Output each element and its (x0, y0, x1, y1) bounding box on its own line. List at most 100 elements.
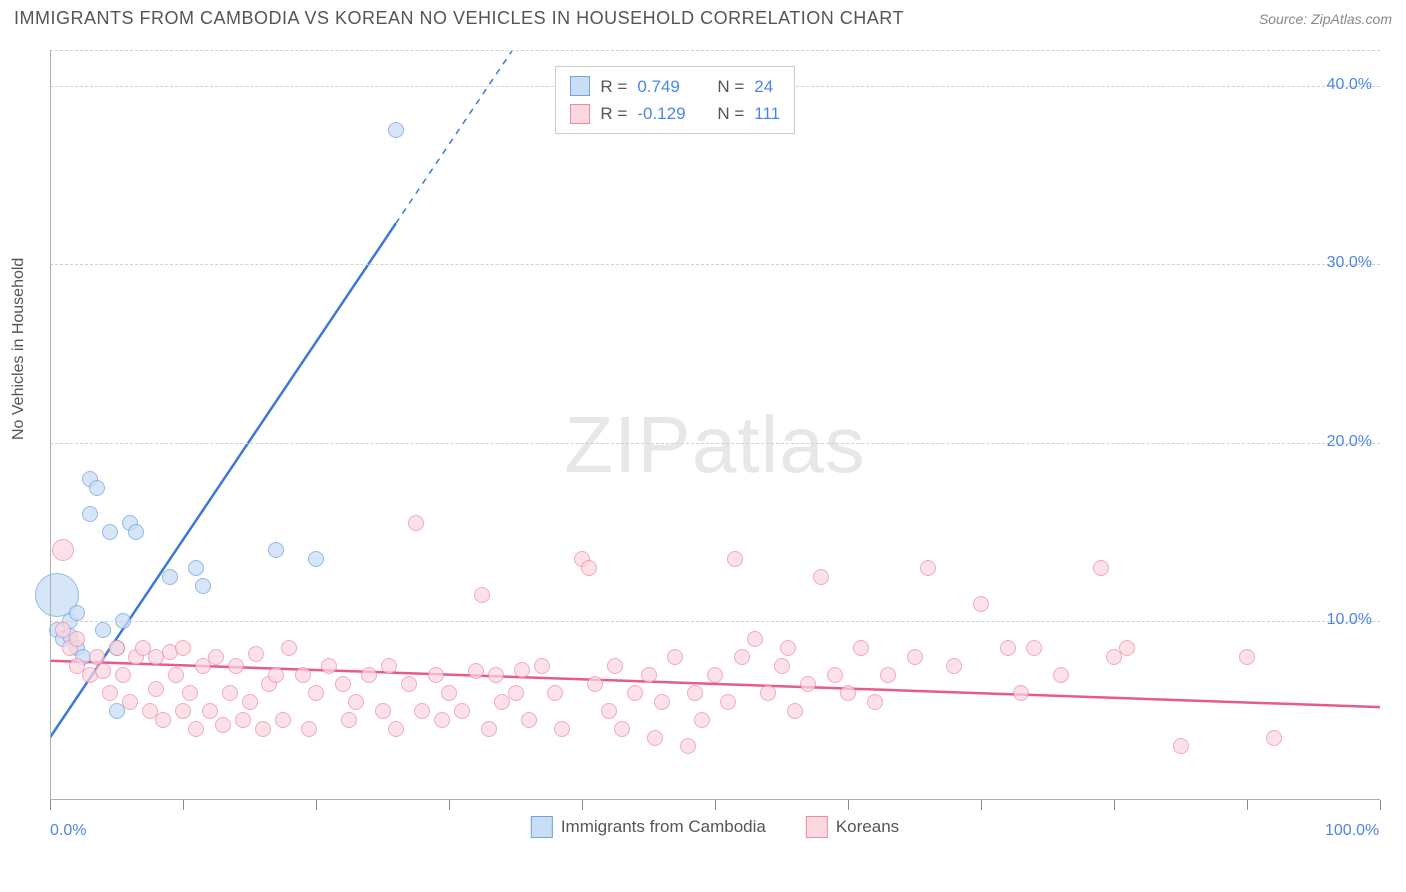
data-point (188, 721, 204, 737)
data-point (308, 551, 324, 567)
data-point (647, 730, 663, 746)
data-point (255, 721, 271, 737)
x-tick (981, 800, 982, 810)
data-point (335, 676, 351, 692)
stats-n-value: 111 (754, 100, 780, 127)
data-point (281, 640, 297, 656)
data-point (89, 480, 105, 496)
data-point (1239, 649, 1255, 665)
stats-r-value: -0.129 (637, 100, 707, 127)
legend-label-cambodia: Immigrants from Cambodia (561, 817, 766, 837)
legend-swatch-cambodia (531, 816, 553, 838)
data-point (69, 631, 85, 647)
stats-n-label: N = (717, 73, 744, 100)
data-point (946, 658, 962, 674)
stats-r-label: R = (600, 100, 627, 127)
data-point (414, 703, 430, 719)
x-tick (1247, 800, 1248, 810)
data-point (614, 721, 630, 737)
data-point (1093, 560, 1109, 576)
data-point (534, 658, 550, 674)
stats-r-label: R = (600, 73, 627, 100)
data-point (321, 658, 337, 674)
y-tick-label: 10.0% (1327, 611, 1372, 629)
chart-area: ZIPatlas R =0.749N =24R =-0.129N =111 Im… (50, 50, 1380, 840)
stats-swatch (570, 76, 590, 96)
x-tick (183, 800, 184, 810)
gridline (50, 443, 1380, 444)
chart-source: Source: ZipAtlas.com (1259, 11, 1392, 27)
data-point (654, 694, 670, 710)
data-point (481, 721, 497, 737)
data-point (175, 640, 191, 656)
data-point (867, 694, 883, 710)
data-point (301, 721, 317, 737)
y-axis-label: No Vehicles in Household (10, 258, 28, 440)
data-point (188, 560, 204, 576)
data-point (853, 640, 869, 656)
legend: Immigrants from Cambodia Koreans (531, 816, 899, 838)
data-point (607, 658, 623, 674)
x-tick (582, 800, 583, 810)
data-point (82, 506, 98, 522)
data-point (581, 560, 597, 576)
data-point (69, 605, 85, 621)
data-point (148, 681, 164, 697)
gridline (50, 621, 1380, 622)
data-point (587, 676, 603, 692)
data-point (381, 658, 397, 674)
data-point (155, 712, 171, 728)
data-point (774, 658, 790, 674)
data-point (268, 542, 284, 558)
data-point (514, 662, 530, 678)
data-point (694, 712, 710, 728)
data-point (787, 703, 803, 719)
legend-swatch-koreans (806, 816, 828, 838)
data-point (760, 685, 776, 701)
x-tick (848, 800, 849, 810)
data-point (827, 667, 843, 683)
data-point (601, 703, 617, 719)
x-tick (449, 800, 450, 810)
data-point (680, 738, 696, 754)
data-point (468, 663, 484, 679)
chart-header: IMMIGRANTS FROM CAMBODIA VS KOREAN NO VE… (0, 0, 1406, 37)
data-point (235, 712, 251, 728)
data-point (102, 685, 118, 701)
data-point (800, 676, 816, 692)
x-tick (50, 800, 51, 810)
x-tick-label: 0.0% (50, 822, 86, 840)
data-point (1026, 640, 1042, 656)
data-point (1000, 640, 1016, 656)
data-point (474, 587, 490, 603)
data-point (813, 569, 829, 585)
x-tick (1114, 800, 1115, 810)
data-point (388, 122, 404, 138)
data-point (175, 703, 191, 719)
stats-n-label: N = (717, 100, 744, 127)
data-point (341, 712, 357, 728)
legend-label-koreans: Koreans (836, 817, 899, 837)
legend-item-cambodia: Immigrants from Cambodia (531, 816, 766, 838)
data-point (840, 685, 856, 701)
data-point (973, 596, 989, 612)
stats-box: R =0.749N =24R =-0.129N =111 (555, 66, 795, 134)
y-tick-label: 20.0% (1327, 433, 1372, 451)
data-point (128, 524, 144, 540)
data-point (115, 667, 131, 683)
gridline (50, 264, 1380, 265)
data-point (521, 712, 537, 728)
data-point (268, 667, 284, 683)
data-point (242, 694, 258, 710)
data-point (168, 667, 184, 683)
data-point (308, 685, 324, 701)
data-point (720, 694, 736, 710)
data-point (182, 685, 198, 701)
data-point (215, 717, 231, 733)
data-point (1173, 738, 1189, 754)
data-point (122, 694, 138, 710)
data-point (222, 685, 238, 701)
y-axis-line (50, 50, 51, 800)
y-tick-label: 30.0% (1327, 254, 1372, 272)
data-point (202, 703, 218, 719)
